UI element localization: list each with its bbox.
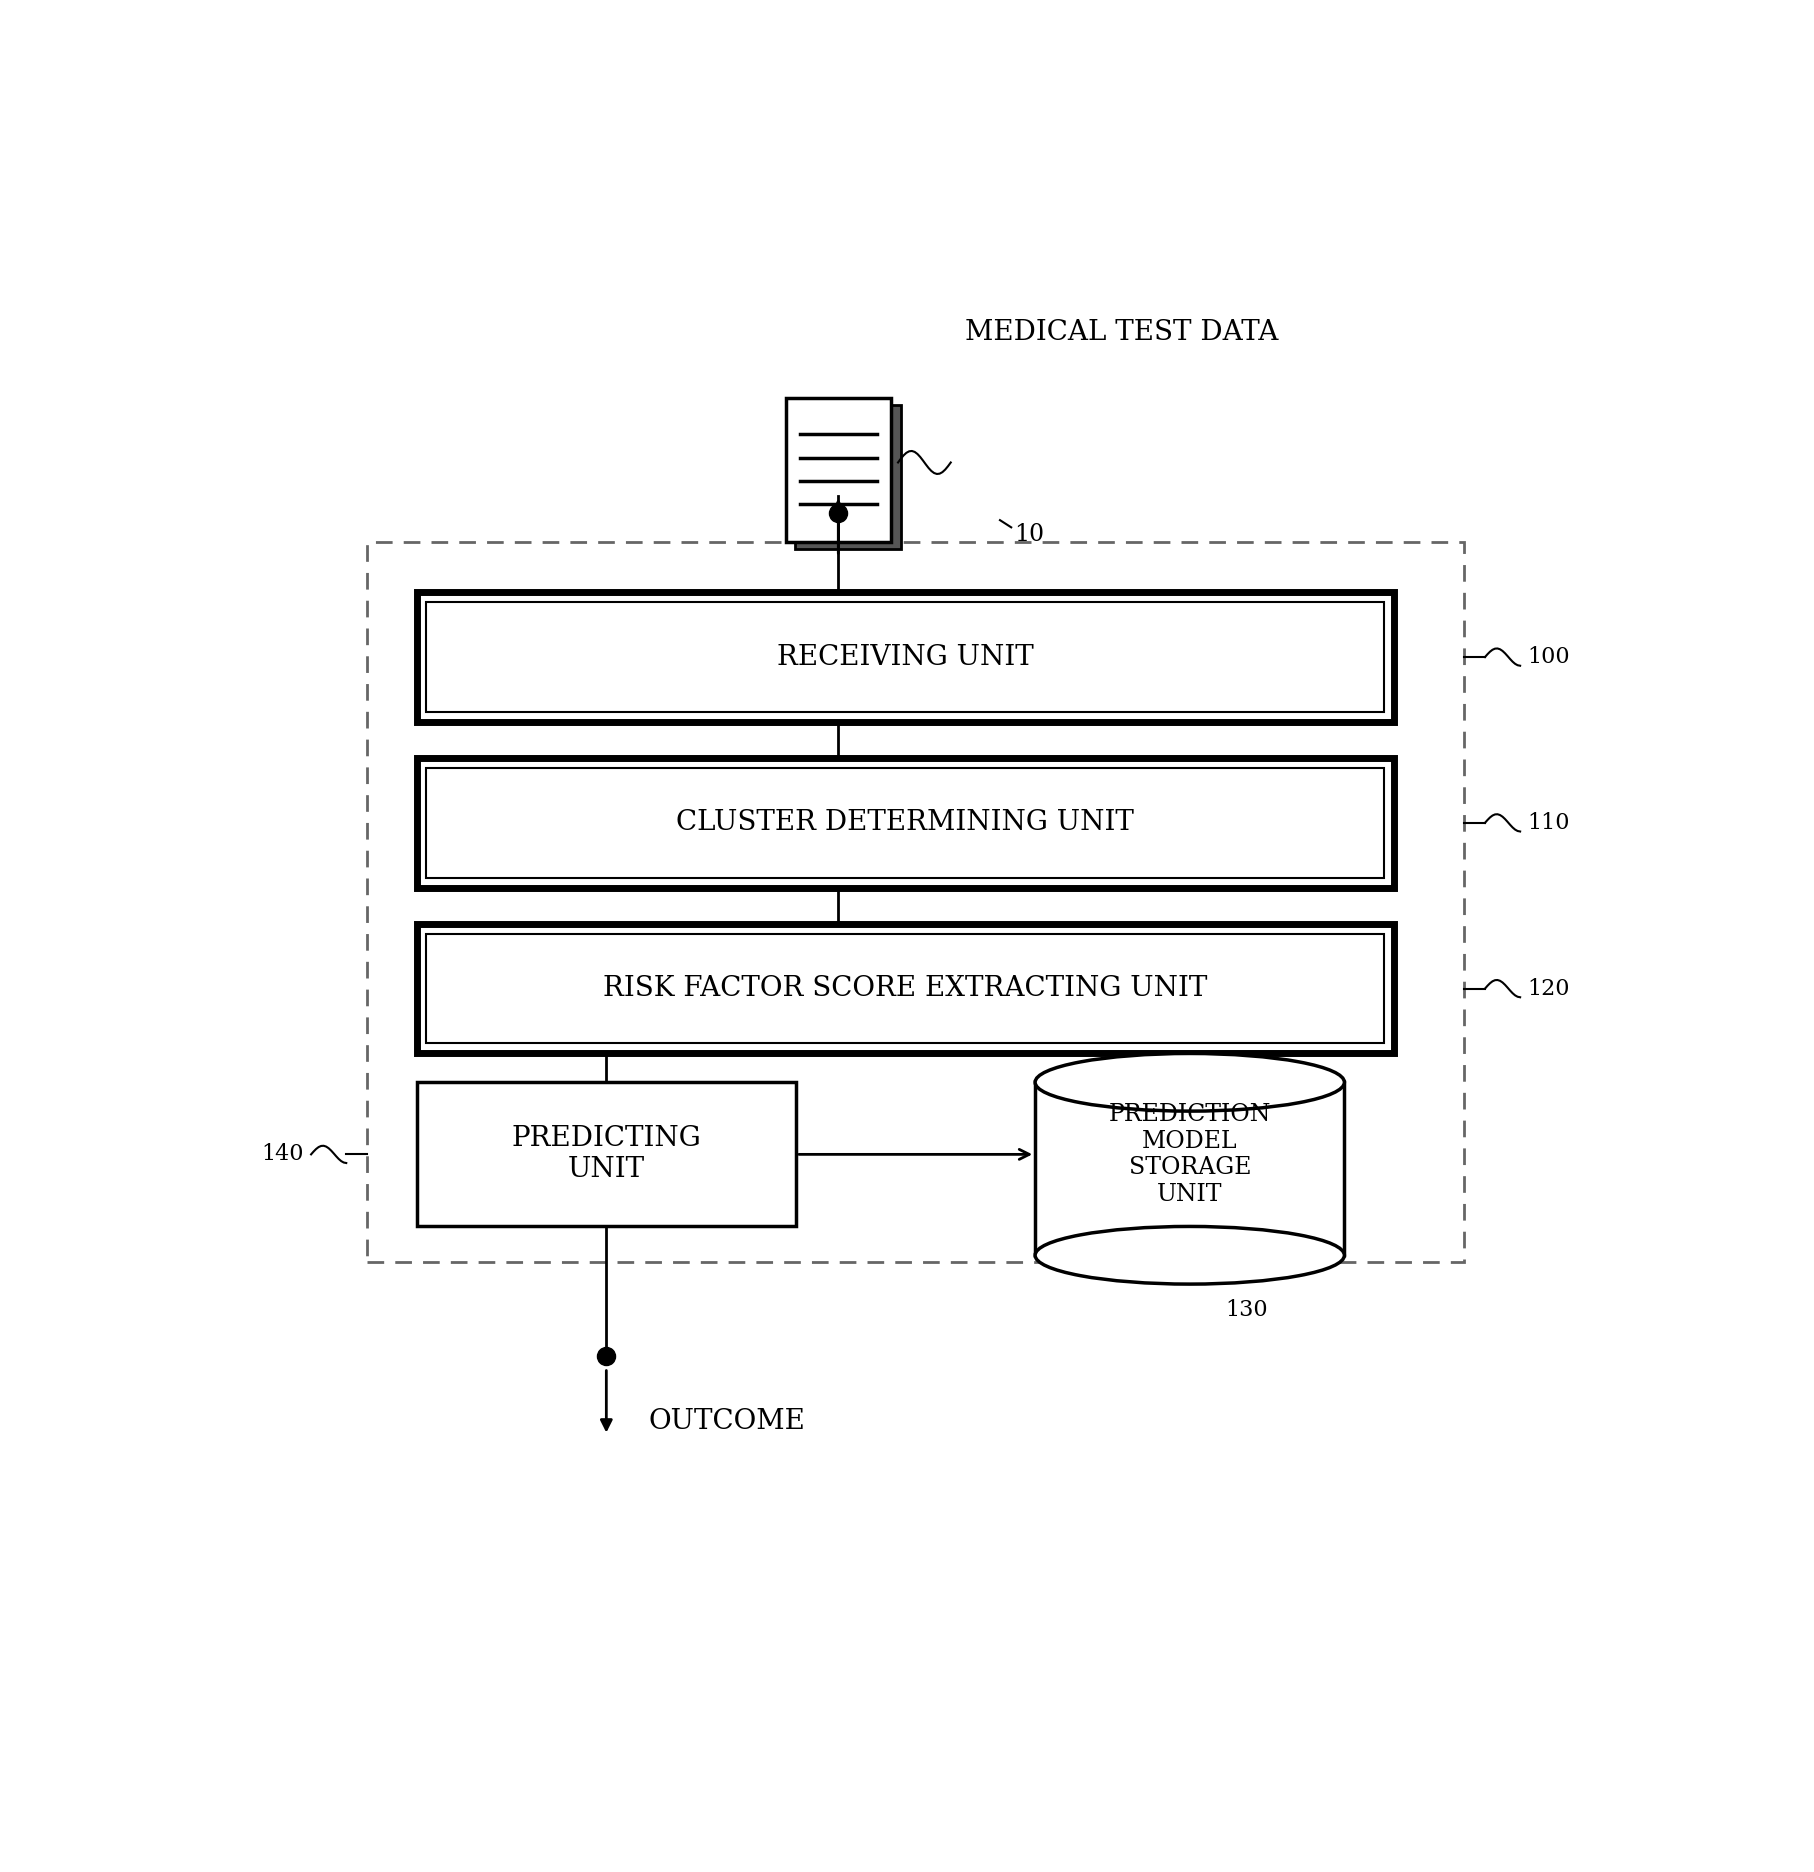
FancyBboxPatch shape: [795, 404, 902, 548]
FancyBboxPatch shape: [1036, 1082, 1344, 1256]
FancyBboxPatch shape: [417, 592, 1393, 723]
Text: 120: 120: [1527, 977, 1569, 1000]
Text: OUTCOME: OUTCOME: [649, 1408, 805, 1434]
Text: RISK FACTOR SCORE EXTRACTING UNIT: RISK FACTOR SCORE EXTRACTING UNIT: [602, 975, 1208, 1002]
Text: RECEIVING UNIT: RECEIVING UNIT: [776, 644, 1034, 670]
Text: 140: 140: [261, 1144, 305, 1166]
Ellipse shape: [1036, 1226, 1344, 1284]
Text: PREDICTION
MODEL
STORAGE
UNIT: PREDICTION MODEL STORAGE UNIT: [1108, 1103, 1272, 1206]
Text: 130: 130: [1224, 1299, 1268, 1320]
Ellipse shape: [1036, 1054, 1344, 1112]
FancyBboxPatch shape: [417, 923, 1393, 1054]
FancyBboxPatch shape: [785, 397, 891, 541]
Text: PREDICTING
UNIT: PREDICTING UNIT: [512, 1125, 702, 1183]
Text: 100: 100: [1527, 646, 1569, 668]
FancyBboxPatch shape: [417, 1082, 796, 1226]
FancyBboxPatch shape: [426, 768, 1384, 878]
FancyBboxPatch shape: [426, 934, 1384, 1043]
Text: MEDICAL TEST DATA: MEDICAL TEST DATA: [965, 320, 1279, 346]
Text: 10: 10: [1014, 522, 1045, 547]
Text: CLUSTER DETERMINING UNIT: CLUSTER DETERMINING UNIT: [677, 809, 1134, 837]
Text: 110: 110: [1527, 812, 1569, 833]
FancyBboxPatch shape: [426, 603, 1384, 711]
FancyBboxPatch shape: [417, 758, 1393, 887]
